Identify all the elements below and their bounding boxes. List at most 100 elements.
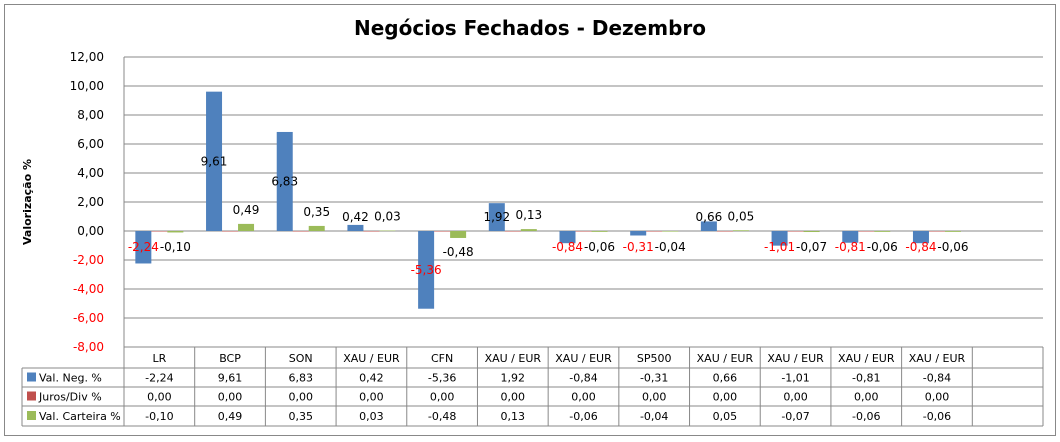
table-cell: 0,00 (288, 391, 313, 404)
data-label: -0,84 (905, 240, 936, 254)
table-cell: 0,00 (713, 391, 738, 404)
table-cell: 0,00 (925, 391, 950, 404)
bar-1 (504, 231, 521, 232)
legend-swatch-1 (27, 391, 36, 401)
data-label: 0,49 (233, 203, 260, 217)
y-tick-label: -2,00 (73, 253, 104, 267)
data-label: -0,84 (552, 240, 583, 254)
data-label: -0,48 (443, 245, 474, 259)
y-tick-label: 2,00 (77, 195, 104, 209)
bar-1 (646, 231, 663, 232)
data-label: 0,13 (515, 208, 542, 222)
data-label: 6,83 (271, 174, 298, 188)
data-label: 0,05 (728, 209, 755, 223)
category-label: XAU / EUR (838, 352, 895, 365)
table-cell: 0,00 (571, 391, 596, 404)
category-label: CFN (431, 352, 453, 365)
bar-2 (167, 231, 184, 233)
table-cell: 0,05 (713, 410, 738, 423)
table-cell: -0,06 (923, 410, 951, 423)
y-tick-label: -6,00 (73, 311, 104, 325)
bar-1 (575, 231, 592, 232)
table-cell: -0,84 (569, 372, 597, 385)
category-label: XAU / EUR (485, 352, 542, 365)
data-label: -2,24 (128, 240, 159, 254)
data-label: -0,06 (937, 240, 968, 254)
y-tick-label: -8,00 (73, 340, 104, 354)
y-tick-label: 4,00 (77, 166, 104, 180)
y-tick-label: 6,00 (77, 137, 104, 151)
data-label: -0,06 (867, 240, 898, 254)
table-cell: 0,00 (783, 391, 808, 404)
data-label: -5,36 (411, 263, 442, 277)
data-label: -0,07 (796, 240, 827, 254)
data-label: 9,61 (201, 154, 228, 168)
legend-swatch-0 (27, 372, 36, 382)
table-cell: 9,61 (218, 372, 243, 385)
bar-1 (363, 231, 380, 232)
bar-0 (135, 231, 152, 264)
category-label: BCP (219, 352, 241, 365)
legend-label: Val. Carteira % (39, 410, 121, 423)
bar-0 (347, 224, 364, 231)
category-label: SON (289, 352, 313, 365)
table-cell: -0,06 (569, 410, 597, 423)
table-cell: -0,84 (923, 372, 951, 385)
y-tick-label: -4,00 (73, 282, 104, 296)
table-cell: 0,00 (218, 391, 243, 404)
data-label: -0,81 (835, 240, 866, 254)
legend-label: Val. Neg. % (39, 372, 102, 385)
table-cell: 0,00 (147, 391, 172, 404)
table-cell: -0,31 (640, 372, 668, 385)
y-tick-label: 12,00 (70, 50, 104, 64)
table-cell: 0,66 (713, 372, 738, 385)
bar-0 (488, 203, 505, 231)
data-label: 0,42 (342, 210, 369, 224)
table-cell: 0,42 (359, 372, 384, 385)
category-label: XAU / EUR (909, 352, 966, 365)
data-label: 0,66 (696, 210, 723, 224)
bar-0 (206, 91, 223, 231)
bar-2 (379, 230, 396, 232)
bar-2 (803, 231, 820, 233)
bar-0 (842, 231, 859, 243)
table-cell: -2,24 (145, 372, 173, 385)
bar-0 (771, 231, 788, 246)
table-cell: -5,36 (428, 372, 456, 385)
y-tick-label: 10,00 (70, 79, 104, 93)
bar-1 (858, 231, 875, 232)
table-cell: 0,03 (359, 410, 384, 423)
bar-0 (276, 131, 293, 231)
data-label: -0,10 (160, 240, 191, 254)
bar-2 (238, 223, 255, 231)
data-label: -0,04 (655, 240, 686, 254)
table-cell: 0,00 (430, 391, 455, 404)
bar-2 (874, 231, 891, 232)
bar-2 (308, 225, 325, 231)
bar-2 (450, 231, 467, 238)
bar-1 (716, 231, 733, 232)
data-label: 0,03 (374, 210, 401, 224)
bar-0 (700, 221, 717, 231)
bar-2 (591, 231, 608, 232)
table-cell: -0,10 (145, 410, 173, 423)
bar-2 (520, 229, 537, 231)
y-tick-label: 0,00 (77, 224, 104, 238)
table-cell: -0,07 (781, 410, 809, 423)
data-label: 1,92 (483, 210, 510, 224)
category-label: XAU / EUR (343, 352, 400, 365)
legend-swatch-2 (27, 411, 36, 420)
table-cell: 0,00 (359, 391, 384, 404)
data-label: -0,31 (623, 240, 654, 254)
bar-1 (928, 231, 945, 232)
category-label: XAU / EUR (767, 352, 824, 365)
bar-0 (630, 231, 647, 236)
table-cell: -0,04 (640, 410, 668, 423)
table-cell: 0,00 (854, 391, 879, 404)
bar-1 (292, 231, 309, 232)
table-cell: -0,06 (852, 410, 880, 423)
chart-title: Negócios Fechados - Dezembro (354, 16, 706, 40)
data-label: 0,35 (303, 205, 330, 219)
